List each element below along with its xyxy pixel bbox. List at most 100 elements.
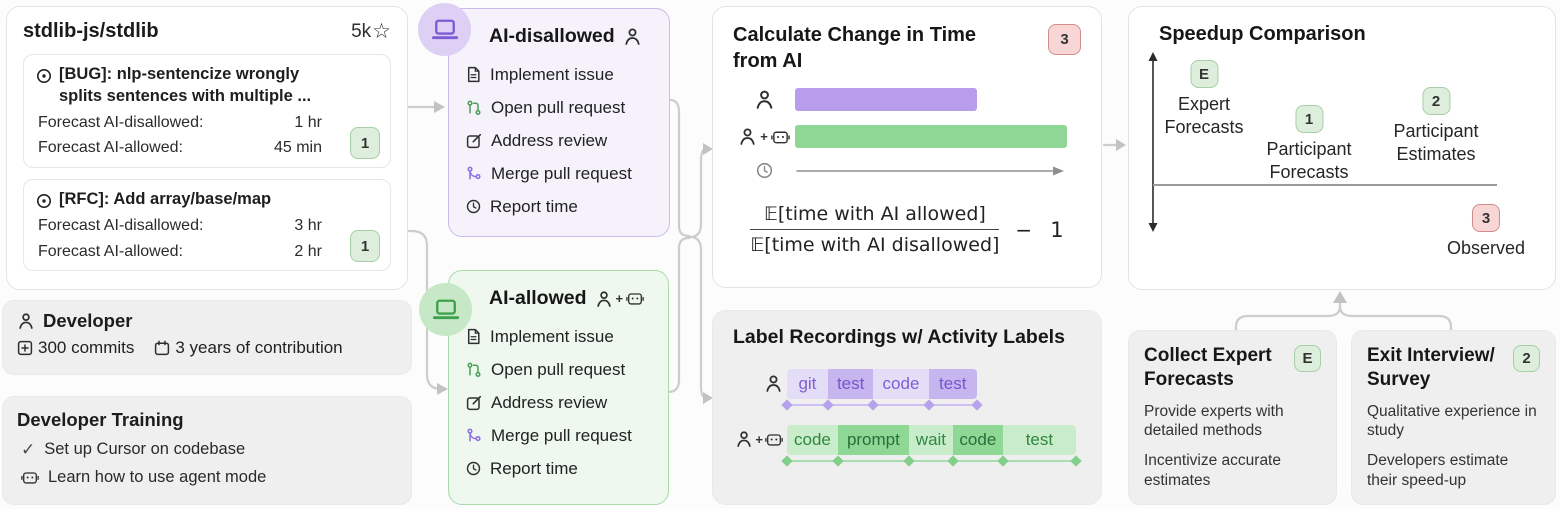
- ai-allowed-time-bar: [795, 125, 1067, 148]
- person-icon: [19, 313, 33, 329]
- repo-card: stdlib-js/stdlib 5k ☆ [BUG]: nlp-sentenc…: [6, 6, 408, 290]
- zero-axis-line: [1153, 184, 1497, 186]
- point-observed: 3 Observed: [1447, 204, 1525, 260]
- point-expert-forecasts: E Expert Forecasts: [1164, 60, 1244, 139]
- activity-segment: test: [827, 369, 874, 399]
- label-recordings-card: Label Recordings w/ Activity Labels git …: [712, 310, 1102, 505]
- calendar-icon: [155, 340, 170, 356]
- laptop-badge: [419, 283, 472, 336]
- exit-interview-card: Exit Interview/ Survey 2 Qualitative exp…: [1351, 330, 1556, 505]
- person-icon: [766, 375, 781, 392]
- step-implement-issue: Implement issue: [466, 58, 659, 91]
- clock-icon: [756, 162, 772, 179]
- document-icon: [467, 328, 480, 345]
- pull-request-icon: [467, 362, 481, 377]
- clock-icon: [466, 199, 481, 214]
- issue-card-rfc: [RFC]: Add array/base/map Forecast AI-di…: [23, 179, 391, 272]
- review-icon: [466, 133, 482, 148]
- plus-sign: +: [760, 129, 768, 144]
- person-icon: [740, 128, 755, 145]
- contribution-stat: 3 years of contribution: [154, 338, 343, 358]
- activity-row-human-ai: + code prompt wait code test: [733, 425, 1082, 467]
- issue-opened-icon: [37, 194, 51, 209]
- plus-sign: +: [755, 431, 763, 447]
- activity-segment: code: [952, 425, 1003, 455]
- vertical-axis-arrow: [1148, 52, 1158, 232]
- plus-sign: +: [615, 291, 624, 306]
- step-address-review: Address review: [466, 386, 658, 419]
- issue-title: [BUG]: nlp-sentencize wrongly splits sen…: [59, 65, 312, 105]
- activity-segment: test: [928, 369, 977, 399]
- collect-title: Collect Expert Forecasts: [1144, 345, 1272, 390]
- clock-icon: [466, 461, 481, 476]
- robot-icon: [626, 293, 644, 305]
- calculate-change-card: Calculate Change in Time from AI 3 +: [712, 6, 1102, 288]
- step-implement-issue: Implement issue: [466, 320, 658, 353]
- training-item: ✓ Set up Cursor on codebase: [21, 440, 246, 459]
- activity-strip: code prompt wait code test: [787, 425, 1076, 455]
- activity-row-human: git test code test: [733, 369, 1081, 411]
- segment-markers: [781, 455, 1082, 467]
- exit-title: Exit Interview/ Survey: [1367, 345, 1495, 390]
- condition-title: AI-allowed: [489, 287, 587, 309]
- merge-icon: [467, 428, 481, 442]
- commits-stat: 300 commits: [17, 338, 134, 358]
- step-2-badge: 2: [1513, 345, 1540, 372]
- step-merge-pr: Merge pull request: [466, 157, 659, 190]
- actor-icons: +: [595, 290, 645, 308]
- step-open-pr: Open pull request: [466, 353, 658, 386]
- forecast-row: Forecast AI-disallowed: 3 hr: [38, 217, 322, 234]
- check-icon: ✓: [21, 440, 36, 459]
- actor-icons: [623, 27, 642, 46]
- issue-card-bug: [BUG]: nlp-sentencize wrongly splits sen…: [23, 54, 391, 169]
- formula-denominator: 𝔼[time with AI disallowed]: [750, 234, 1000, 256]
- formula-numerator: 𝔼[time with AI allowed]: [750, 203, 1000, 230]
- developer-title: Developer: [43, 310, 133, 331]
- step-report-time: Report time: [466, 190, 659, 223]
- repo-header: stdlib-js/stdlib 5k ☆: [23, 20, 391, 43]
- review-icon: [466, 395, 482, 410]
- developer-card: Developer 300 commits 3 years of contrib…: [2, 300, 412, 375]
- time-bar-row-human: [733, 88, 1081, 111]
- star-icon: ☆: [372, 20, 391, 43]
- activity-segment: test: [1002, 425, 1076, 455]
- step-address-review: Address review: [466, 124, 659, 157]
- speedup-comparison-card: Speedup Comparison E Expert Forecasts 1 …: [1128, 6, 1556, 290]
- collect-paragraph: Provide experts with detailed methods: [1144, 402, 1284, 440]
- commits-icon: [17, 340, 33, 356]
- repo-star-count: 5k ☆: [351, 20, 391, 43]
- laptop-icon: [431, 19, 458, 40]
- issue-title: [RFC]: Add array/base/map: [59, 190, 272, 209]
- merge-icon: [467, 166, 481, 180]
- speedup-formula: 𝔼[time with AI allowed] 𝔼[time with AI d…: [750, 203, 1064, 256]
- time-bar-row-human-ai: +: [733, 125, 1081, 148]
- forecast-row: Forecast AI-allowed: 45 min: [38, 139, 322, 157]
- laptop-badge: [418, 3, 471, 56]
- forecast-row: Forecast AI-allowed: 2 hr: [38, 242, 322, 260]
- label-recordings-title: Label Recordings w/ Activity Labels: [733, 326, 1065, 348]
- collect-expert-forecasts-card: Collect Expert Forecasts E Provide exper…: [1128, 330, 1337, 505]
- expert-badge: E: [1294, 345, 1321, 372]
- step-report-time: Report time: [466, 452, 658, 485]
- step-open-pr: Open pull request: [466, 91, 659, 124]
- pull-request-icon: [467, 100, 481, 115]
- activity-segment: code: [873, 369, 929, 399]
- activity-strip: git test code test: [787, 369, 977, 399]
- person-icon: [625, 28, 640, 45]
- ai-disallowed-time-bar: [795, 88, 977, 111]
- person-icon: [737, 431, 752, 447]
- time-axis-arrow: [796, 166, 1064, 175]
- activity-segment: wait: [908, 425, 953, 455]
- segment-markers: [781, 399, 983, 411]
- activity-segment: prompt: [837, 425, 909, 455]
- developer-training-card: Developer Training ✓ Set up Cursor on co…: [2, 396, 412, 505]
- minus-sign: −: [1015, 217, 1033, 242]
- robot-icon: [21, 472, 39, 484]
- ai-disallowed-card: AI-disallowed Implement issue Open pull …: [418, 3, 670, 237]
- step-merge-pr: Merge pull request: [466, 419, 658, 452]
- laptop-icon: [432, 299, 459, 320]
- issue-number-badge: 1: [350, 127, 380, 160]
- collect-paragraph: Incentivize accurate estimates: [1144, 452, 1281, 489]
- training-item: Learn how to use agent mode: [17, 468, 397, 487]
